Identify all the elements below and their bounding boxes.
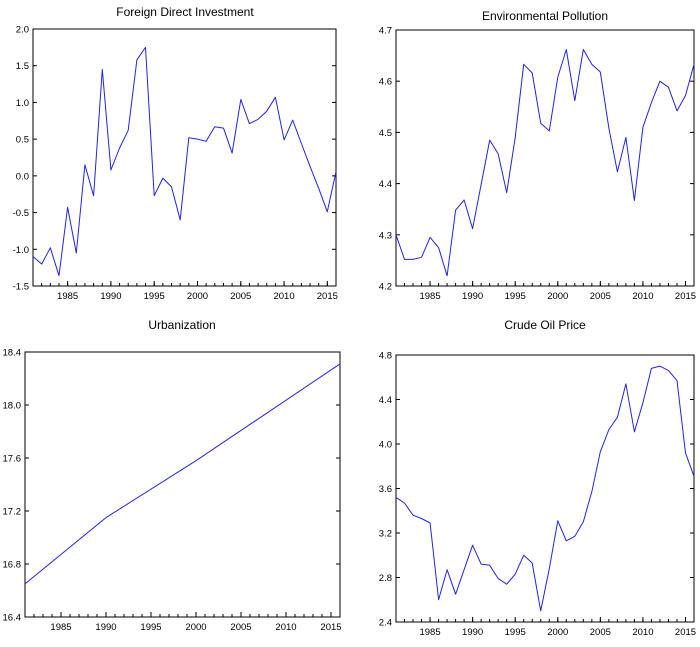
x-tick-label: 2010 (275, 622, 296, 633)
y-tick-label: 3.2 (379, 529, 392, 540)
x-tick-label: 1995 (505, 291, 526, 302)
y-tick-label: 4.4 (379, 395, 392, 406)
y-tick-label: 4.8 (379, 351, 392, 362)
x-tick-label: 2005 (590, 291, 611, 302)
x-tick-label: 2015 (317, 291, 338, 302)
x-tick-label: 2005 (230, 291, 251, 302)
x-tick-label: 2010 (632, 291, 653, 302)
y-tick-label: 3.6 (379, 484, 392, 495)
x-tick-label: 2015 (675, 627, 696, 638)
series-line-crude-oil-price (395, 365, 695, 612)
x-tick-label: 1985 (419, 291, 440, 302)
y-tick-label: 4.4 (379, 179, 392, 190)
x-tick-label: 2000 (547, 627, 568, 638)
x-tick-label: 1990 (462, 627, 483, 638)
y-tick-label: 4.7 (379, 26, 392, 37)
y-tick-label: 4.5 (379, 128, 392, 139)
y-tick-label: 16.8 (3, 560, 22, 571)
panel-crude-oil-price: Crude Oil Price 2.4 2.8 3.2 3.6 4.0 4.4 4.8 1985… (379, 318, 696, 638)
x-tick-label: 2010 (632, 627, 653, 638)
y-tick-label: 1.5 (16, 61, 29, 72)
y-tick-label: 16.4 (3, 613, 22, 624)
series-line-urbanization (24, 363, 341, 585)
x-tick-label: 2015 (675, 291, 696, 302)
plot-frame (395, 29, 695, 287)
chart-title: Urbanization (148, 318, 215, 332)
x-tick-label: 1985 (57, 291, 78, 302)
x-tick-label: 1985 (50, 622, 71, 633)
x-tick-label: 1990 (100, 291, 121, 302)
y-tick-label: 2.4 (379, 618, 392, 629)
x-tick-label: 1985 (419, 627, 440, 638)
chart-title: Environmental Pollution (482, 9, 608, 23)
y-tick-label: -1.0 (13, 245, 29, 256)
y-tick-label: 17.2 (3, 507, 22, 518)
y-tick-label: 0.0 (16, 171, 29, 182)
y-tick-label: 4.6 (379, 77, 392, 88)
chart-title: Crude Oil Price (504, 318, 586, 332)
y-tick-label: 4.0 (379, 440, 392, 451)
panel-environmental-pollution: Environmental Pollution 4.2 4.3 4.4 4.5 4.6 4.… (379, 9, 696, 302)
x-tick-label: 1990 (462, 291, 483, 302)
x-tick-label: 1990 (95, 622, 116, 633)
plot-frame (24, 351, 341, 618)
y-tick-label: 0.5 (16, 135, 29, 146)
y-tick-label: 4.2 (379, 282, 392, 293)
x-tick-label: 1995 (144, 291, 165, 302)
x-tick-label: 1995 (505, 627, 526, 638)
y-tick-label: 18.0 (3, 401, 22, 412)
x-tick-label: 2005 (230, 622, 251, 633)
x-tick-label: 2000 (187, 291, 208, 302)
y-tick-label: 18.4 (3, 348, 22, 359)
y-tick-label: 1.0 (16, 98, 29, 109)
plot-frame (32, 28, 337, 287)
y-tick-label: -0.5 (13, 208, 29, 219)
chart-title: Foreign Direct Investment (116, 5, 254, 19)
x-tick-label: 2010 (273, 291, 294, 302)
series-line-environmental-pollution (395, 49, 695, 277)
y-tick-label: -1.5 (13, 282, 29, 293)
x-tick-label: 1995 (140, 622, 161, 633)
panel-foreign-direct-investment: Foreign Direct Investment -1.5 -1.0 -0.5 0.0… (13, 5, 338, 302)
y-tick-label: 2.8 (379, 573, 392, 584)
x-tick-label: 2000 (547, 291, 568, 302)
x-tick-label: 2000 (185, 622, 206, 633)
series-line-foreign-direct-investment (32, 46, 337, 277)
y-tick-label: 2.0 (16, 25, 29, 36)
y-tick-label: 17.6 (3, 454, 22, 465)
plot-frame (395, 354, 695, 623)
y-tick-label: 4.3 (379, 230, 392, 241)
x-tick-label: 2015 (320, 622, 341, 633)
x-tick-label: 2005 (590, 627, 611, 638)
panel-urbanization: Urbanization 16.4 16.8 17.2 17.6 18.0 18.4 1985… (3, 318, 342, 633)
